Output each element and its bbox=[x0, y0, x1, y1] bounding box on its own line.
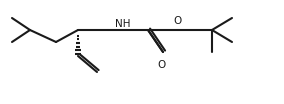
Text: O: O bbox=[174, 16, 182, 26]
Text: O: O bbox=[158, 60, 166, 70]
Text: NH: NH bbox=[115, 19, 131, 29]
